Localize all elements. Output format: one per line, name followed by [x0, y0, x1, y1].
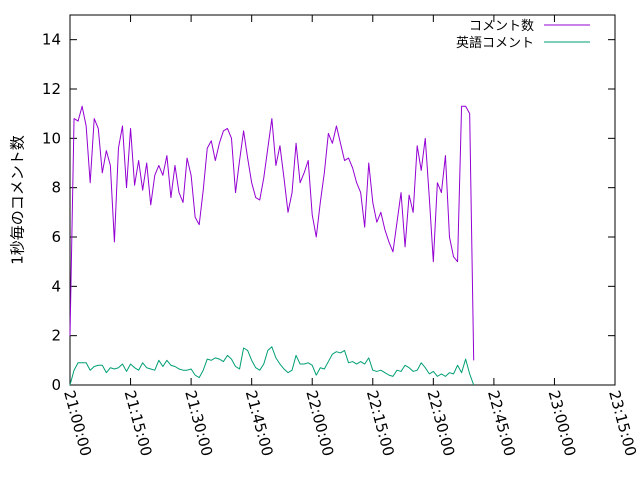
x-tick-label: 23:00:00 [545, 388, 580, 458]
series-line-1 [69, 105, 475, 361]
x-tick-label: 22:45:00 [484, 388, 519, 458]
y-tick-label: 2 [51, 327, 61, 345]
x-tick-label: 22:30:00 [423, 388, 458, 458]
legend-label-1: コメント数 [469, 19, 534, 34]
y-tick-label: 10 [42, 129, 61, 147]
x-tick-label: 21:45:00 [242, 388, 277, 458]
x-tick-label: 21:30:00 [181, 388, 216, 458]
series-line-2 [69, 346, 475, 386]
x-tick-label: 22:00:00 [302, 388, 337, 458]
y-tick-label: 4 [51, 277, 61, 295]
y-tick-label: 12 [42, 80, 61, 98]
series-lines [69, 105, 475, 386]
x-tick-label: 21:15:00 [121, 388, 156, 458]
x-tick-label: 21:00:00 [60, 388, 95, 458]
plot-frame [69, 14, 616, 386]
legend-label-2: 英語コメント [456, 35, 534, 51]
x-tick-label: 22:15:00 [363, 388, 398, 458]
y-tick-label: 8 [51, 179, 61, 197]
y-tick-label: 14 [42, 31, 61, 49]
x-tick-label: 23:15:00 [605, 388, 640, 458]
y-axis-label: 1秒毎のコメント数 [9, 135, 27, 265]
y-tick-label: 0 [51, 376, 61, 394]
axis-ticks: 0 2 4 6 8 10 12 14 21:00:00 21:15:00 21:30:00 21:45… [42, 15, 640, 458]
y-tick-label: 6 [51, 228, 61, 246]
